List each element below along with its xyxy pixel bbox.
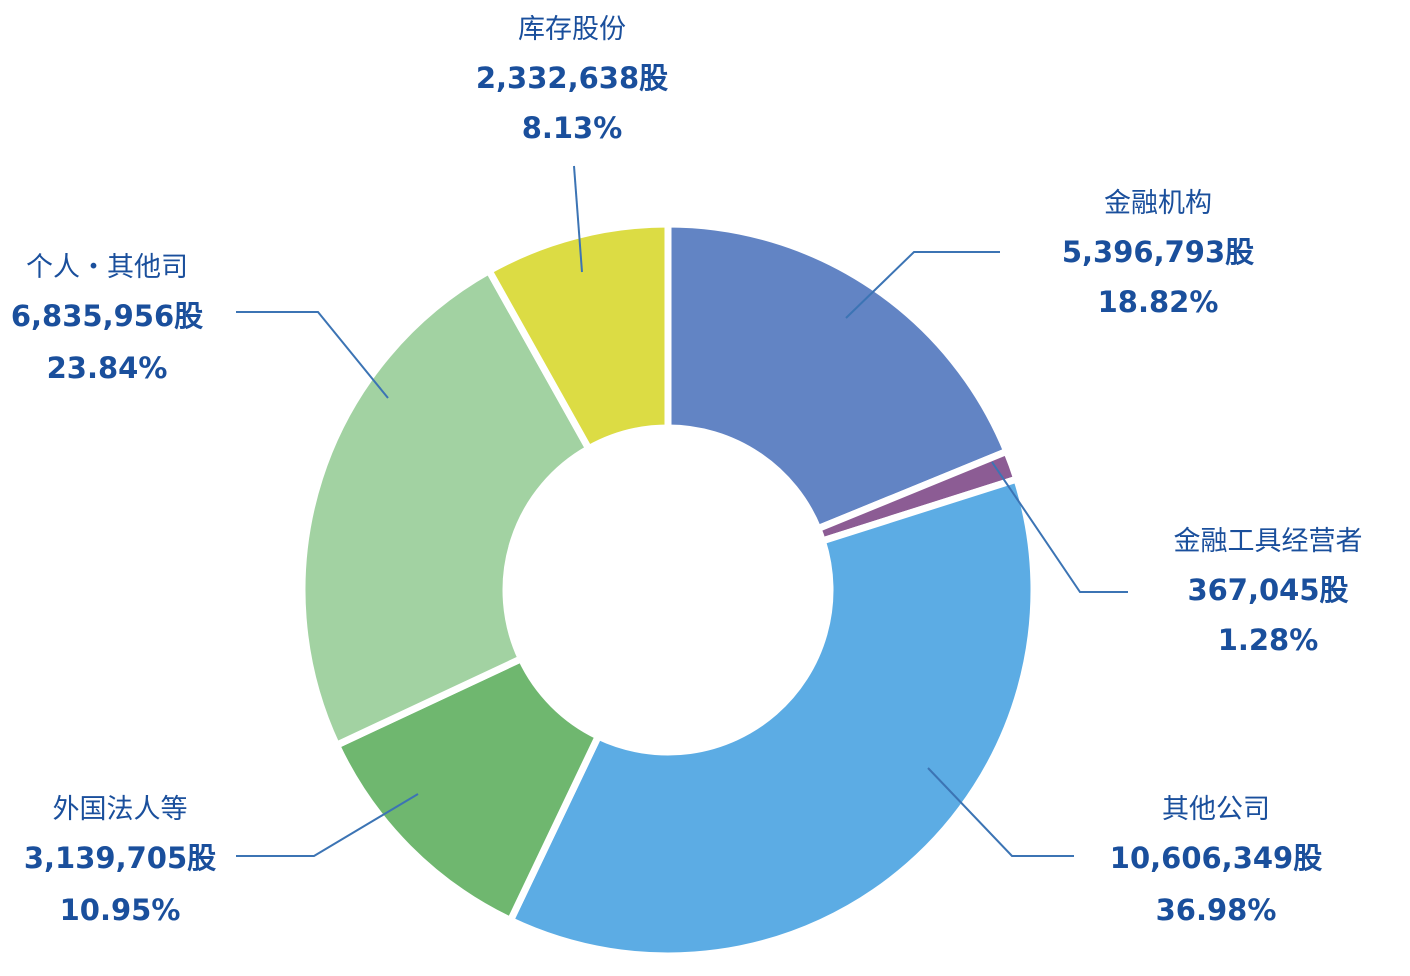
slice-other-companies xyxy=(505,474,1038,960)
slice-name: 金融机构 xyxy=(1104,188,1212,219)
slice-percent: 10.95% xyxy=(60,893,181,927)
donut-slices xyxy=(298,220,1038,960)
slice-shares: 10,606,349股 xyxy=(1110,841,1322,875)
label-other-companies: 其他公司 10,606,349股 36.98% xyxy=(1110,794,1322,927)
leader-lines xyxy=(236,165,1128,857)
slice-percent: 23.84% xyxy=(47,351,168,385)
slice-shares: 3,139,705股 xyxy=(24,841,216,875)
slice-financial-institutions xyxy=(664,220,1012,534)
slice-name: 库存股份 xyxy=(518,14,626,45)
slice-name: 其他公司 xyxy=(1162,794,1270,825)
slice-treasury-shares xyxy=(484,220,672,454)
leader-line-financial-institutions xyxy=(845,251,1000,319)
leader-line-treasury-shares xyxy=(573,165,583,273)
label-treasury-shares: 库存股份 2,332,638股 8.13% xyxy=(476,14,668,145)
leader-line-foreign-corporations xyxy=(236,793,419,857)
slice-foreign-corporations xyxy=(331,654,603,926)
slice-percent: 18.82% xyxy=(1098,285,1219,319)
slice-percent: 8.13% xyxy=(522,111,623,145)
slice-shares: 5,396,793股 xyxy=(1062,235,1254,269)
label-foreign-corporations: 外国法人等 3,139,705股 10.95% xyxy=(24,794,216,927)
slice-name: 金融工具经营者 xyxy=(1174,526,1363,557)
leader-line-individuals-others xyxy=(236,311,389,399)
label-financial-instrument-operators: 金融工具经营者 367,045股 1.28% xyxy=(1174,526,1363,657)
slice-individuals-others xyxy=(298,265,594,750)
leader-line-other-companies xyxy=(927,767,1074,857)
slice-shares: 2,332,638股 xyxy=(476,61,668,95)
label-financial-institutions: 金融机构 5,396,793股 18.82% xyxy=(1062,188,1254,319)
slice-shares: 6,835,956股 xyxy=(11,299,203,333)
slice-name: 外国法人等 xyxy=(53,794,188,825)
slice-shares: 367,045股 xyxy=(1187,573,1348,607)
slice-name: 个人・其他司 xyxy=(26,252,188,283)
slice-percent: 1.28% xyxy=(1218,623,1319,657)
slice-percent: 36.98% xyxy=(1156,893,1277,927)
leader-line-financial-instrument-operators xyxy=(991,461,1128,593)
label-individuals-others: 个人・其他司 6,835,956股 23.84% xyxy=(11,252,203,385)
